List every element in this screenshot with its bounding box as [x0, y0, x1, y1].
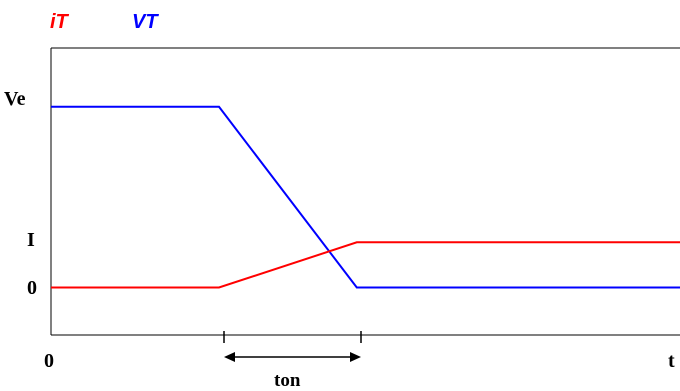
legend-label-it: iT [50, 11, 70, 33]
y-tick-label-i: I [27, 229, 35, 251]
ton-arrow-right-head [350, 352, 361, 362]
series-vt-line [51, 105, 680, 289]
x-tick-label-t: t [668, 350, 675, 372]
x-tick-label-0: 0 [44, 350, 54, 372]
y-tick-label-0: 0 [27, 277, 37, 299]
series-it-line [51, 241, 680, 289]
y-tick-label-ve: Ve [4, 88, 26, 110]
ton-label: ton [274, 370, 301, 391]
ton-arrow-left-head [224, 352, 235, 362]
legend-label-vt: VT [132, 11, 159, 33]
